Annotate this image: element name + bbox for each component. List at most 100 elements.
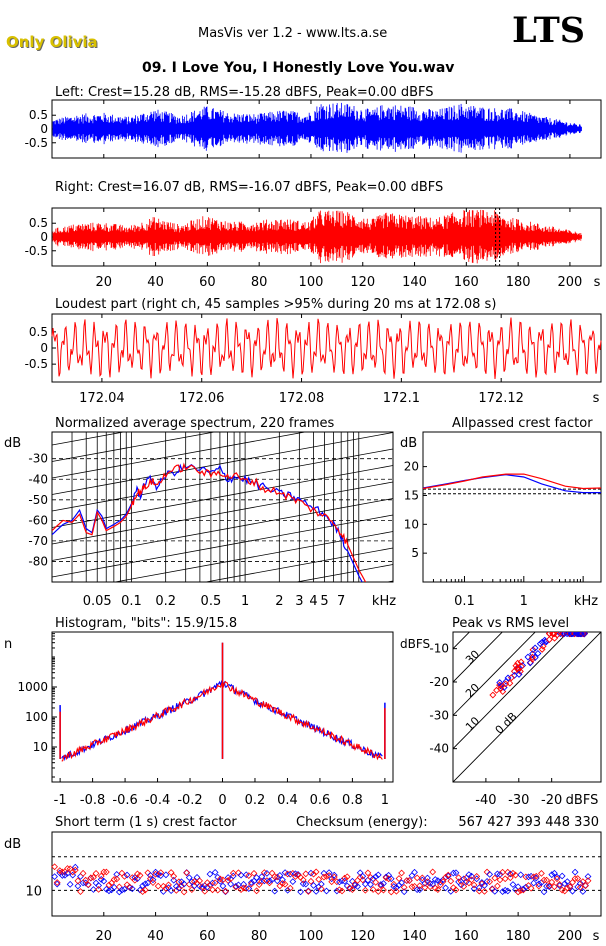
crest-point <box>545 883 553 891</box>
crest-point <box>494 882 501 890</box>
crest-point <box>367 881 374 888</box>
right-waveform-panel: Right: Crest=16.07 dB, RMS=-16.07 dBFS, … <box>25 180 602 290</box>
crest-point <box>92 869 100 877</box>
x-tick-label: 1 <box>381 793 389 808</box>
x-tick-label: s <box>593 391 600 406</box>
crest-point <box>253 874 260 881</box>
crest-point <box>219 876 227 884</box>
peak-rms-point <box>517 658 525 666</box>
x-tick-label: -40 <box>475 793 496 808</box>
crest-point <box>227 880 235 888</box>
crest-point <box>349 886 356 893</box>
crest-point <box>289 878 297 886</box>
crest-point <box>372 873 380 881</box>
crest-point <box>253 887 260 895</box>
x-tick-label: 0.2 <box>155 594 176 609</box>
slope-line <box>52 498 393 561</box>
slope-line <box>203 547 393 582</box>
y-tick-label: 1000 <box>17 680 48 694</box>
y-tick-label: -0.5 <box>25 244 48 258</box>
crest-point <box>198 883 206 891</box>
crest-point <box>268 869 276 877</box>
crest-point <box>561 887 569 895</box>
crest-point <box>312 887 320 895</box>
crest-point <box>64 869 71 877</box>
crest-point <box>393 884 400 891</box>
crest-point <box>304 887 312 895</box>
right-crest-line <box>422 473 602 490</box>
crest-point <box>90 886 97 893</box>
y-axis-label: n <box>4 637 12 652</box>
x-tick-label: s <box>594 275 601 290</box>
crest-point <box>429 880 437 888</box>
slope-line <box>52 448 393 512</box>
crest-point <box>540 888 548 896</box>
allpassed-crest-panel: Allpassed crest factor dB 20 15 10 5 0.1 1 kHz <box>400 416 602 609</box>
crest-point <box>180 888 188 896</box>
x-tick-label: 0.1 <box>121 594 142 609</box>
checksum-value: 567 427 393 448 330 <box>458 815 599 830</box>
crest-point <box>434 886 442 894</box>
x-tick-label: 172.1 <box>383 391 420 406</box>
crest-point <box>571 868 579 876</box>
peak-rms-point <box>551 632 559 638</box>
crest-point <box>131 876 139 884</box>
spectrum-series <box>52 462 367 582</box>
y-axis-label: dBFS <box>400 637 430 651</box>
crest-point <box>294 871 302 879</box>
crest-point <box>382 874 390 882</box>
peak-rms-point <box>512 662 520 670</box>
crest-point <box>491 874 499 882</box>
x-tick-label: -1 <box>54 793 67 808</box>
crest-point <box>235 881 242 889</box>
crest-point <box>369 886 377 893</box>
crest-point <box>123 871 131 879</box>
crest-point <box>452 886 460 894</box>
peak-rms-point <box>545 636 553 644</box>
crest-point <box>310 870 317 878</box>
slope-line <box>52 432 308 479</box>
crest-point <box>470 881 478 889</box>
crest-point <box>374 888 382 895</box>
crest-point <box>470 885 478 893</box>
crest-point <box>320 873 328 881</box>
crest-point <box>491 887 499 895</box>
x-tick-label: 0.8 <box>342 793 363 808</box>
peak-rms-point <box>531 644 539 652</box>
y-tick-label: 10 <box>25 884 42 899</box>
peak-rms-point <box>580 632 588 638</box>
x-tick-label: 180 <box>506 275 531 290</box>
crest-lines: 0 dB 10 20 30 40 <box>453 632 601 782</box>
crest-point <box>51 863 58 871</box>
crest-point <box>563 878 571 885</box>
crest-point <box>442 884 450 892</box>
crest-point <box>237 886 245 894</box>
crest-point <box>302 870 310 878</box>
crest-point <box>424 878 431 885</box>
crest-point <box>320 869 328 877</box>
x-tick-label: 0.1 <box>454 594 475 609</box>
crest-point <box>434 877 442 885</box>
x-tick-label: kHz <box>372 594 396 609</box>
crest-point <box>66 880 74 888</box>
x-tick-label: 1 <box>241 594 249 609</box>
x-tick-label: 0.05 <box>83 594 112 609</box>
crest-point <box>574 875 582 882</box>
crest-point <box>105 887 113 895</box>
crest-point <box>90 873 97 881</box>
crest-point <box>203 883 211 891</box>
crest-point <box>330 871 338 879</box>
crest-point <box>134 870 141 878</box>
crest-line-label: 20 <box>463 681 482 700</box>
crest-point <box>481 888 488 895</box>
y-tick-label: 0.5 <box>29 216 48 230</box>
waveform-trace <box>52 209 582 264</box>
panel-title: Peak vs RMS level <box>452 616 569 631</box>
crest-point <box>558 886 566 894</box>
crest-point <box>214 873 222 881</box>
x-tick-label: 0.5 <box>201 594 222 609</box>
short-term-crest-panel: Short term (1 s) crest factor Checksum (e… <box>4 815 602 944</box>
crest-point <box>527 884 535 892</box>
crest-point <box>548 878 556 886</box>
crest-point <box>276 872 284 879</box>
